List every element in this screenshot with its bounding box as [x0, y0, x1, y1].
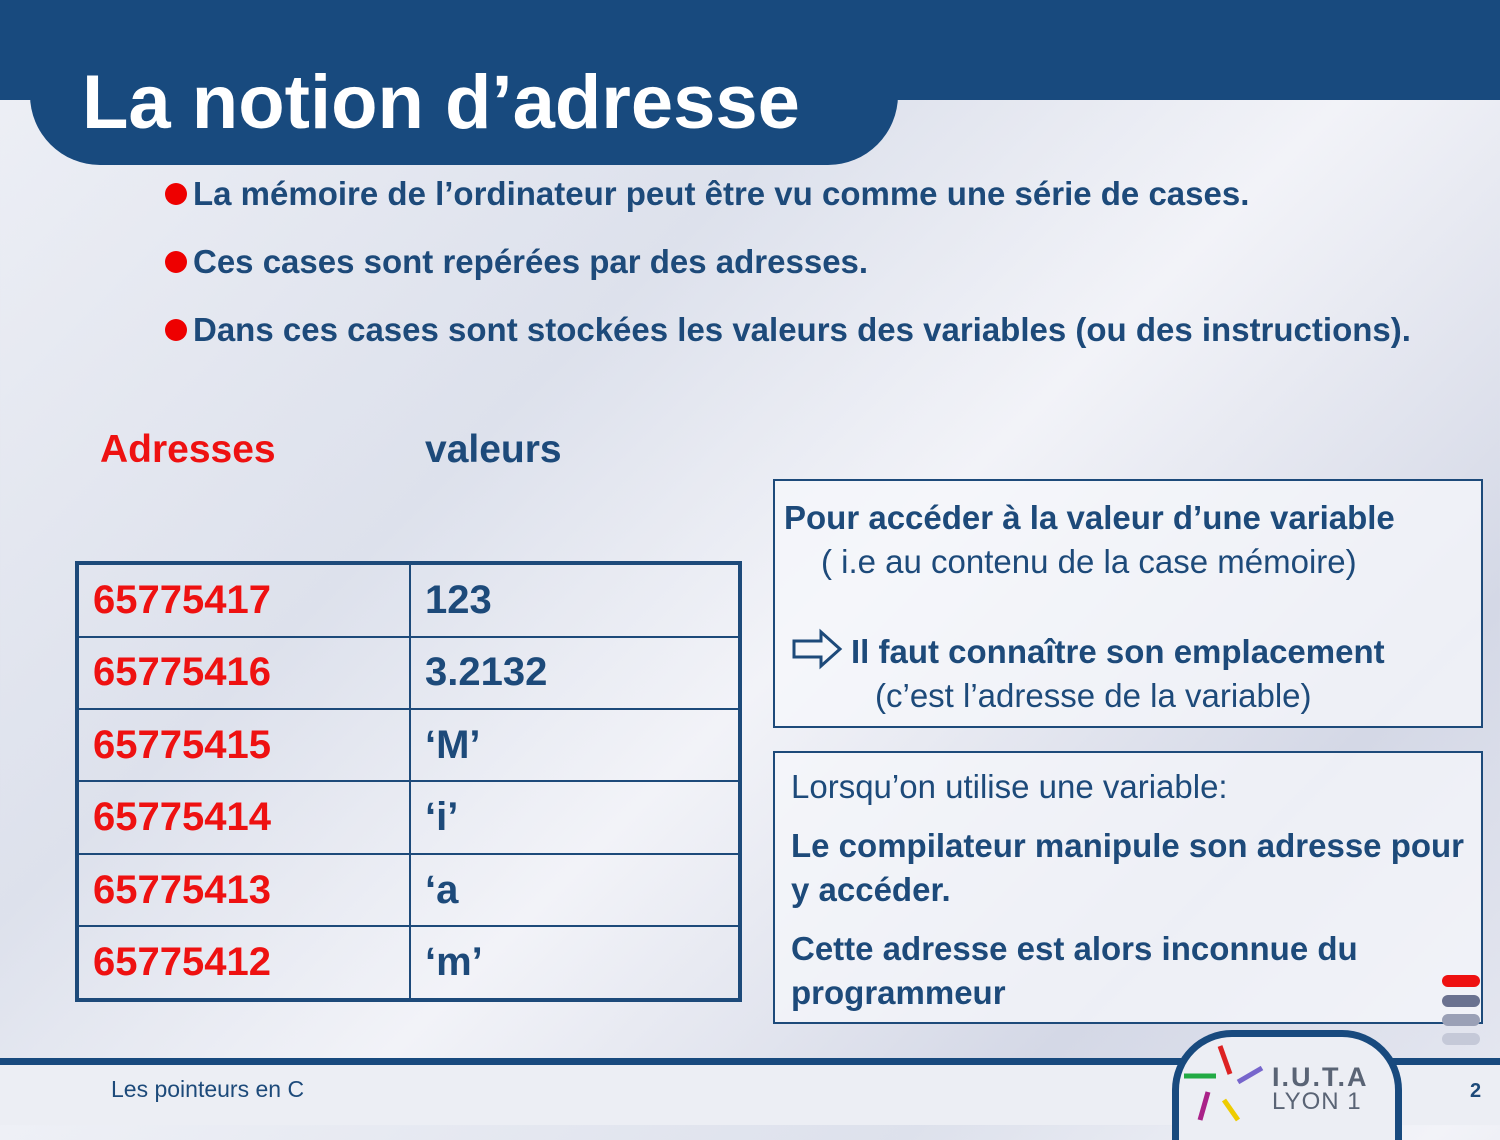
page-number: 2	[1470, 1080, 1482, 1102]
logo-arch	[1172, 1030, 1402, 1140]
bullet-dot-icon	[165, 251, 187, 273]
logo-text-iuta: I.U.T.A	[1272, 1062, 1369, 1092]
right-arrow-outline-icon	[792, 628, 843, 670]
access-info-box: Pour accéder à la valeur d’une variable …	[773, 479, 1483, 728]
address-cell: 65775413	[76, 852, 411, 928]
table-row: 65775415 ‘M’	[76, 707, 741, 783]
bullet-text: La mémoire de l’ordinateur peut être vu …	[193, 175, 1250, 212]
footer-title: Les pointeurs en C	[111, 1076, 305, 1102]
values-header: valeurs	[425, 428, 562, 471]
deco-bar-slate	[1442, 995, 1480, 1007]
access-box-note: (c’est l’adresse de la variable)	[875, 677, 1312, 714]
address-cell: 65775417	[76, 562, 411, 638]
table-row: 65775413 ‘a	[76, 852, 741, 928]
access-box-subheading: ( i.e au contenu de la case mémoire)	[821, 543, 1357, 580]
value-cell: ‘M’	[409, 707, 741, 783]
deco-bar-gray	[1442, 1014, 1480, 1026]
addresses-header: Adresses	[100, 428, 276, 471]
address-cell: 65775416	[76, 635, 411, 710]
bullet-item: Dans ces cases sont stockées les valeurs…	[165, 308, 1445, 352]
footer-rule	[0, 1058, 1500, 1065]
compiler-info-box: Lorsqu’on utilise une variable: Le compi…	[773, 751, 1483, 1024]
table-row: 65775412 ‘m’	[76, 925, 741, 1001]
compiler-box-statement: Le compilateur manipule son adresse pour…	[791, 827, 1465, 908]
bullet-list: La mémoire de l’ordinateur peut être vu …	[165, 172, 1445, 376]
value-cell: ‘m’	[409, 925, 741, 1001]
compiler-box-conclusion: Cette adresse est alors inconnue du prog…	[791, 930, 1358, 1011]
slide-title: La notion d’adresse	[82, 60, 800, 145]
bullet-dot-icon	[165, 183, 187, 205]
bullet-text: Dans ces cases sont stockées les valeurs…	[193, 311, 1411, 348]
iuta-star-logo-icon	[1184, 1045, 1264, 1122]
memory-table: 65775417 123 65775416 3.2132 65775415 ‘M…	[75, 561, 742, 1002]
address-cell: 65775415	[76, 707, 411, 783]
address-cell: 65775414	[76, 780, 411, 855]
bullet-dot-icon	[165, 319, 187, 341]
value-cell: ‘i’	[409, 780, 741, 855]
title-tab	[30, 0, 898, 165]
deco-bar-red	[1442, 975, 1480, 987]
table-row: 65775417 123	[76, 562, 741, 638]
value-cell: ‘a	[409, 852, 741, 928]
access-box-heading: Pour accéder à la valeur d’une variable	[784, 499, 1395, 536]
deco-bar-light	[1442, 1033, 1480, 1045]
value-cell: 3.2132	[409, 635, 741, 710]
access-box-conclusion: Il faut connaître son emplacement	[851, 633, 1385, 670]
logo-text-lyon: LYON 1	[1272, 1088, 1362, 1115]
compiler-box-intro: Lorsqu’on utilise une variable:	[791, 768, 1228, 805]
value-cell: 123	[409, 562, 741, 638]
table-row: 65775416 3.2132	[76, 635, 741, 710]
table-row: 65775414 ‘i’	[76, 780, 741, 855]
address-cell: 65775412	[76, 925, 411, 1001]
bullet-item: Ces cases sont repérées par des adresses…	[165, 240, 1445, 284]
bullet-item: La mémoire de l’ordinateur peut être vu …	[165, 172, 1445, 216]
bullet-text: Ces cases sont repérées par des adresses…	[193, 243, 869, 280]
